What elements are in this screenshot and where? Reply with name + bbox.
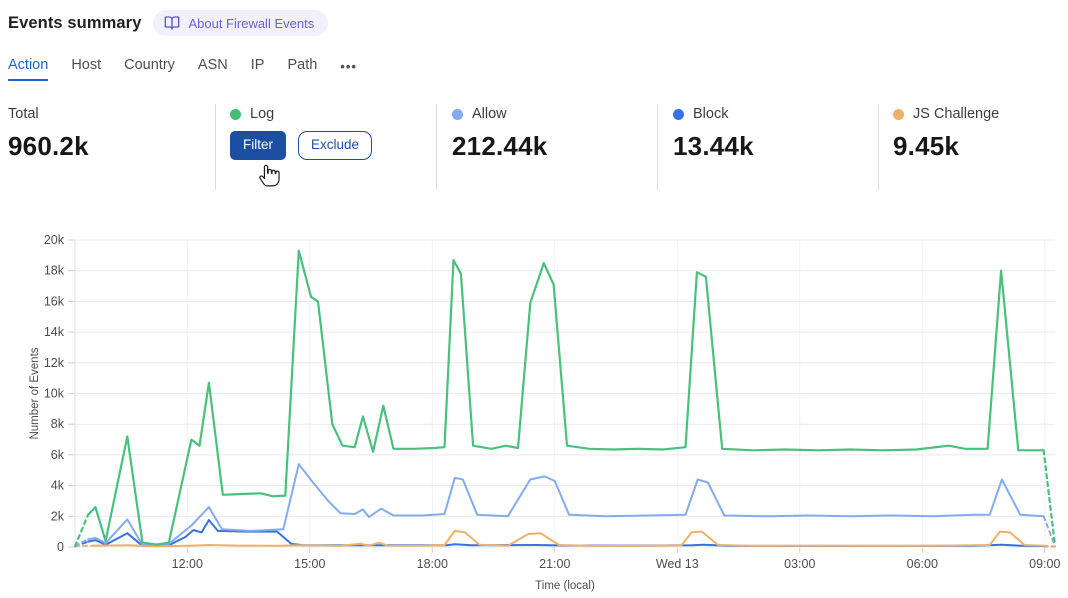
tab-path[interactable]: Path (287, 57, 318, 73)
log-line (1042, 449, 1057, 547)
tab-ip[interactable]: IP (250, 57, 265, 73)
x-tick-label: 06:00 (907, 557, 938, 571)
x-tick-label: 15:00 (294, 557, 325, 571)
allow-line (74, 538, 90, 547)
tab-country[interactable]: Country (124, 57, 175, 73)
stat-total-label: Total (8, 106, 39, 122)
y-tick-label: 14k (44, 325, 65, 339)
stat-total-value: 960.2k (8, 131, 89, 161)
stat-js-challenge-value: 9.45k (893, 131, 960, 161)
block-series-dot-icon (673, 108, 684, 120)
group-by-tabs: Action Host Country ASN IP Path ••• (8, 57, 357, 81)
y-tick-label: 6k (51, 448, 65, 462)
js-challenge-series-dot-icon (893, 108, 904, 120)
y-tick-label: 8k (51, 417, 65, 431)
stat-divider (215, 104, 216, 190)
x-axis-title: Time (local) (535, 580, 595, 592)
allow-line (1042, 515, 1056, 547)
stat-card-allow: Allow 212.44k (452, 106, 547, 162)
x-tick-label: 18:00 (417, 557, 448, 571)
book-open-icon (164, 15, 180, 31)
y-axis-title: Number of Events (29, 347, 41, 439)
about-firewall-events-badge[interactable]: About Firewall Events (153, 10, 329, 36)
allow-series-dot-icon (452, 108, 463, 120)
x-tick-label: 03:00 (784, 557, 815, 571)
page-title: Events summary (8, 13, 142, 32)
x-tick-label: 09:00 (1029, 557, 1060, 571)
y-tick-label: 10k (44, 387, 65, 401)
events-summary-header: Events summary About Firewall Events (8, 10, 329, 36)
y-tick-label: 16k (44, 294, 65, 308)
x-tick-label: Wed 13 (656, 557, 699, 571)
stat-divider (878, 104, 879, 190)
log-line (86, 249, 1045, 546)
stat-card-js-challenge: JS Challenge 9.45k (893, 106, 999, 162)
stat-allow-value: 212.44k (452, 131, 548, 161)
hand-cursor-icon (257, 160, 284, 189)
stat-card-block: Block 13.44k (673, 106, 754, 162)
stat-block-value: 13.44k (673, 131, 754, 161)
y-tick-label: 0 (57, 540, 64, 554)
log-series-dot-icon (230, 108, 241, 120)
tab-action[interactable]: Action (8, 57, 49, 81)
allow-line (87, 463, 1045, 546)
stat-block-label: Block (693, 106, 729, 122)
stat-divider (436, 104, 437, 190)
stat-allow-label: Allow (472, 106, 507, 122)
filter-button[interactable]: Filter (230, 131, 286, 160)
js-challenge-line (94, 529, 1045, 548)
js-challenge-line (1042, 544, 1056, 548)
stat-divider (657, 104, 658, 190)
y-tick-label: 18k (44, 264, 65, 278)
stat-log-label: Log (250, 106, 275, 122)
y-tick-label: 2k (51, 509, 65, 523)
stat-card-log: Log Filter Exclude (230, 106, 373, 160)
x-tick-label: 12:00 (172, 557, 203, 571)
log-line (73, 513, 90, 548)
exclude-button[interactable]: Exclude (298, 131, 373, 160)
about-badge-label: About Firewall Events (188, 15, 315, 31)
tab-host[interactable]: Host (71, 57, 102, 73)
stat-card-total: Total 960.2k (8, 106, 89, 162)
tab-asn[interactable]: ASN (197, 57, 228, 73)
stat-js-challenge-label: JS Challenge (913, 106, 1000, 122)
x-tick-label: 21:00 (539, 557, 570, 571)
y-tick-label: 12k (44, 356, 65, 370)
more-tabs-ellipsis-icon[interactable]: ••• (340, 59, 357, 74)
block-line (87, 519, 1045, 548)
y-tick-label: 4k (51, 479, 65, 493)
y-tick-label: 20k (44, 233, 65, 247)
js-challenge-line (74, 544, 97, 548)
